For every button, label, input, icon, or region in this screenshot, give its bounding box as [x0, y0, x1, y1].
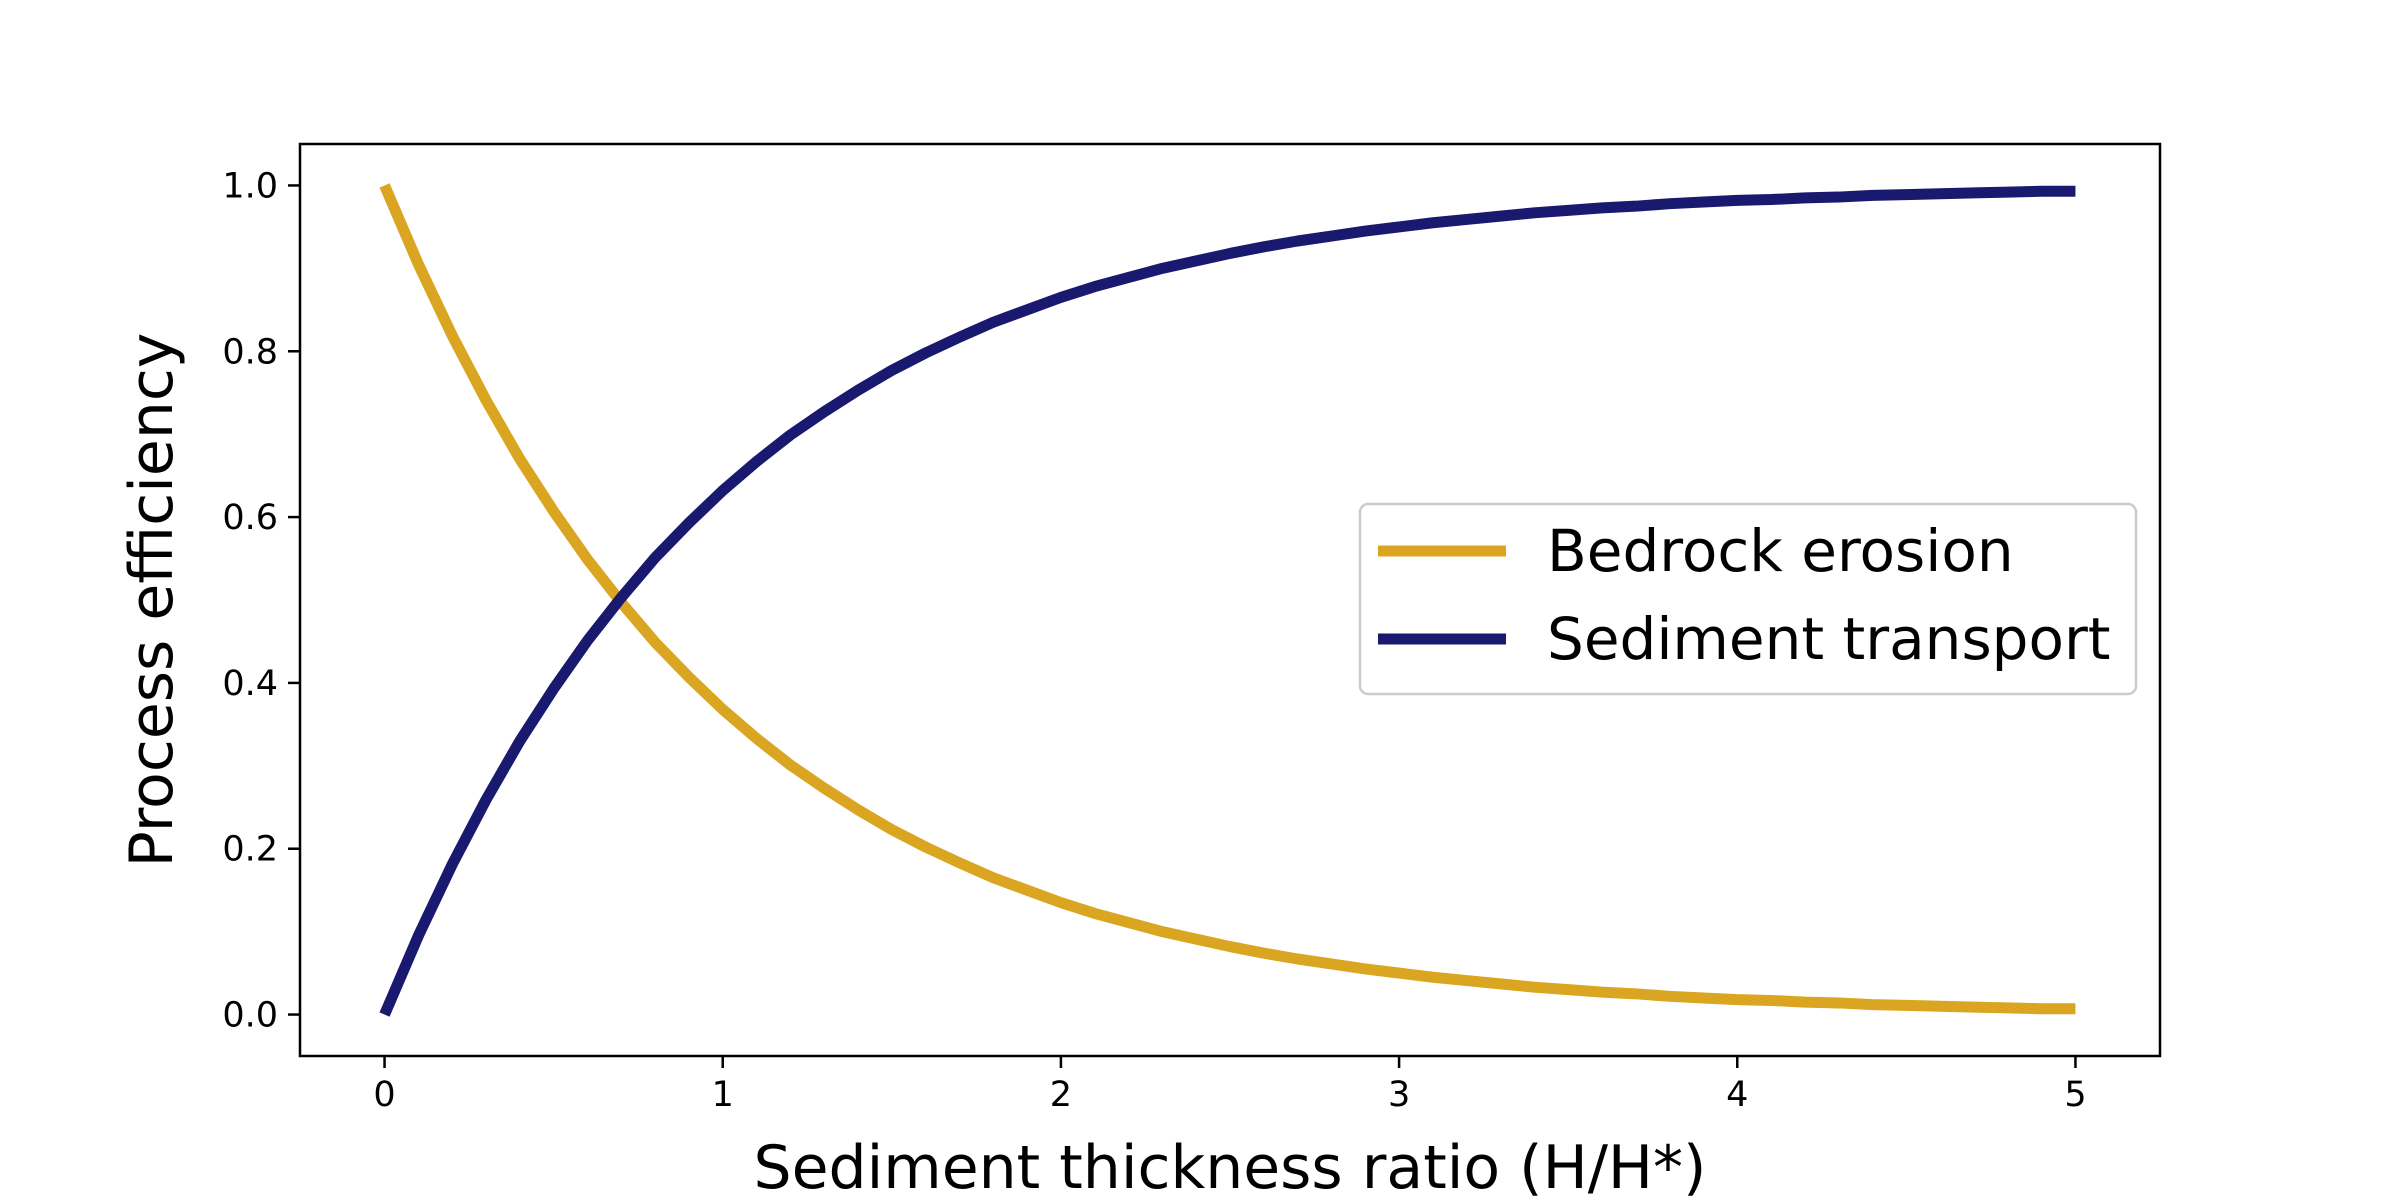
y-axis-ticks: 0.0 0.2 0.4 0.6 0.8 1.0: [222, 166, 300, 1036]
x-axis-label: Sediment thickness ratio (H/H*): [754, 1133, 1707, 1200]
y-tick-label: 0.8: [222, 332, 278, 372]
legend: Bedrock erosion Sediment transport: [1358, 502, 2138, 696]
series-layer: [379, 183, 2076, 1017]
x-tick-label: 1: [712, 1075, 734, 1115]
y-tick-label: 0.2: [222, 830, 278, 870]
plot-frame: [298, 142, 2162, 1058]
y-tick-label: 0.0: [222, 996, 278, 1036]
series-line-bedrock-erosion: [379, 183, 2076, 1015]
y-tick-label: 0.4: [222, 664, 278, 704]
legend-frame: [1358, 502, 2138, 696]
x-tick-label: 4: [1726, 1075, 1748, 1115]
x-axis-ticks: 0 1 2 3 4 5: [373, 1056, 2087, 1115]
series-line-sediment-transport: [379, 185, 2076, 1017]
x-tick-label: 0: [373, 1075, 395, 1115]
x-tick-label: 2: [1050, 1075, 1072, 1115]
legend-label-sediment-transport: Sediment transport: [1547, 605, 2111, 673]
y-tick-label: 1.0: [222, 166, 278, 206]
x-tick-label: 5: [2064, 1075, 2086, 1115]
y-tick-label: 0.6: [222, 498, 278, 538]
legend-label-bedrock-erosion: Bedrock erosion: [1547, 517, 2014, 585]
x-tick-label: 3: [1388, 1075, 1410, 1115]
y-axis-label: Process efficiency: [117, 333, 187, 868]
